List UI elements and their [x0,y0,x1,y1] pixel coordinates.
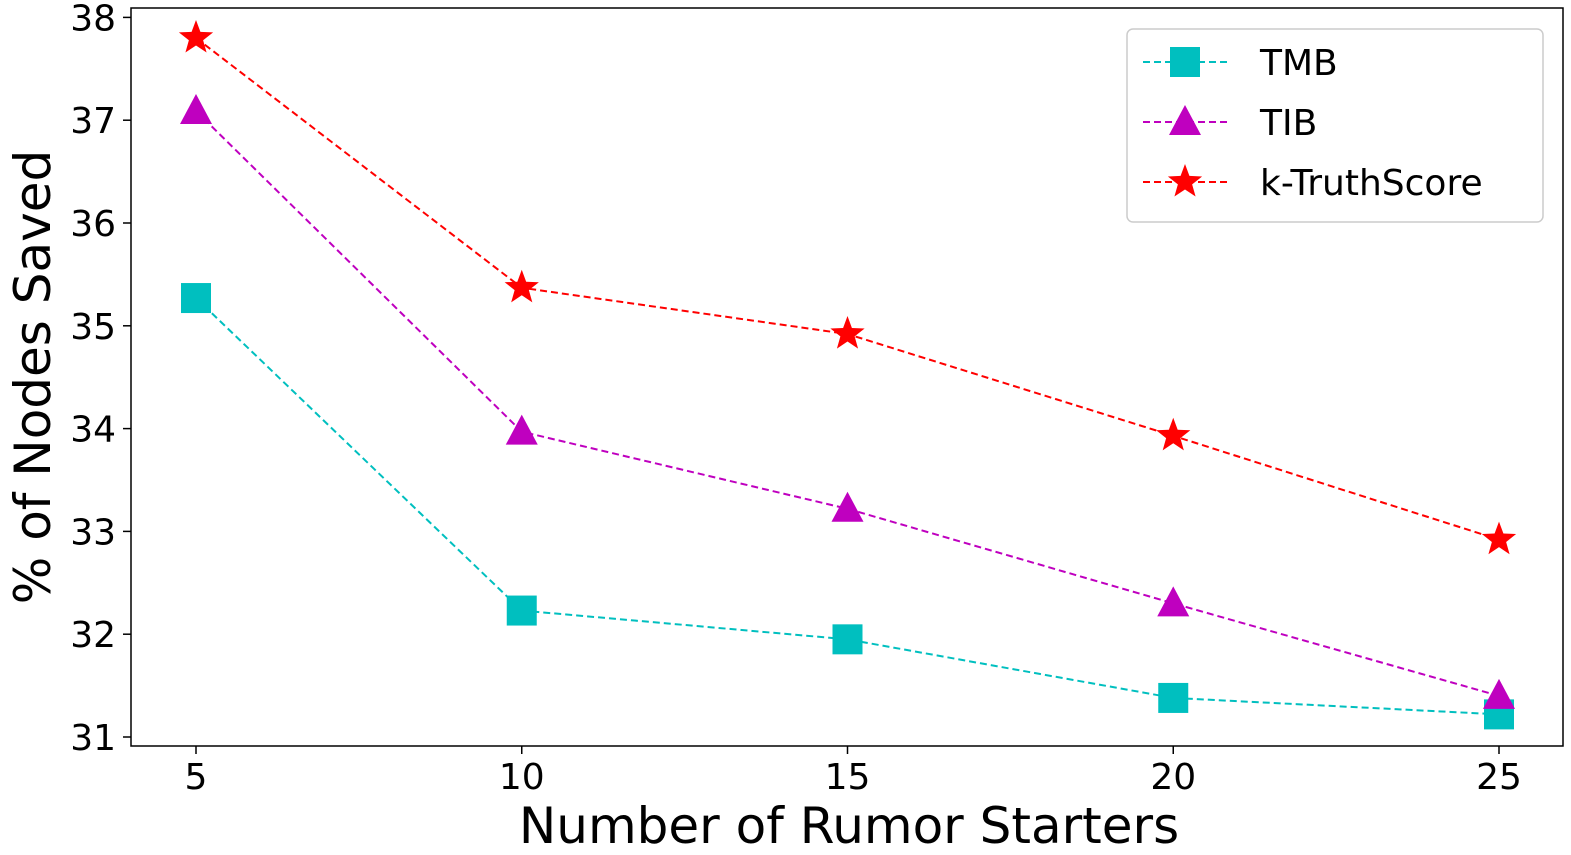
data-point-triangle [1483,678,1515,709]
y-tick-label: 32 [70,615,116,656]
data-point-square [1158,682,1189,713]
axes-layer: 5 10 15 20 25 31 32 33 34 35 36 37 38 [70,0,1522,798]
data-point-triangle [505,414,538,445]
series-tib [180,93,1515,709]
data-point-square [506,595,537,626]
legend-item: TMB [1143,43,1338,84]
series-line [195,110,1500,697]
data-point-star [1481,521,1517,555]
data-point-triangle [1157,586,1190,617]
data-point-triangle [831,491,864,522]
y-axis-title: % of Nodes Saved [4,150,62,604]
legend-label: TMB [1259,43,1338,84]
y-tick-label: 33 [70,512,116,553]
x-tick-label: 25 [1476,757,1522,798]
data-point-star [1156,417,1191,451]
data-point-square [832,624,863,655]
data-point-square [181,283,211,314]
x-tick-label: 5 [185,757,208,798]
data-point-star [830,316,865,349]
data-point-star [178,19,214,53]
y-tick-label: 35 [70,307,116,348]
legend-box [1126,28,1544,223]
legend-item: TIB [1143,103,1317,144]
legend-label: TIB [1259,103,1317,144]
series-line [195,297,1500,716]
legend-marker-star [1167,164,1203,197]
legend: TMB TIB k-TruthScore [1126,28,1544,223]
series-k-truthscore [178,19,1517,555]
y-tick-label: 34 [70,410,116,451]
y-tick-label: 38 [70,0,116,39]
y-tick-label: 31 [70,718,116,759]
legend-label: k-TruthScore [1260,163,1483,204]
y-tick-label: 37 [70,101,116,142]
y-tick-label: 36 [70,204,116,245]
data-point-star [504,269,539,303]
data-point-triangle [180,93,212,124]
x-axis-title: Number of Rumor Starters [519,797,1179,855]
x-tick-label: 10 [499,757,545,798]
x-tick-label: 15 [825,757,871,798]
legend-item: k-TruthScore [1143,163,1483,204]
legend-marker-square [1170,47,1200,77]
x-tick-label: 20 [1150,757,1196,798]
legend-marker-triangle [1169,105,1201,135]
series-layer [178,19,1517,730]
